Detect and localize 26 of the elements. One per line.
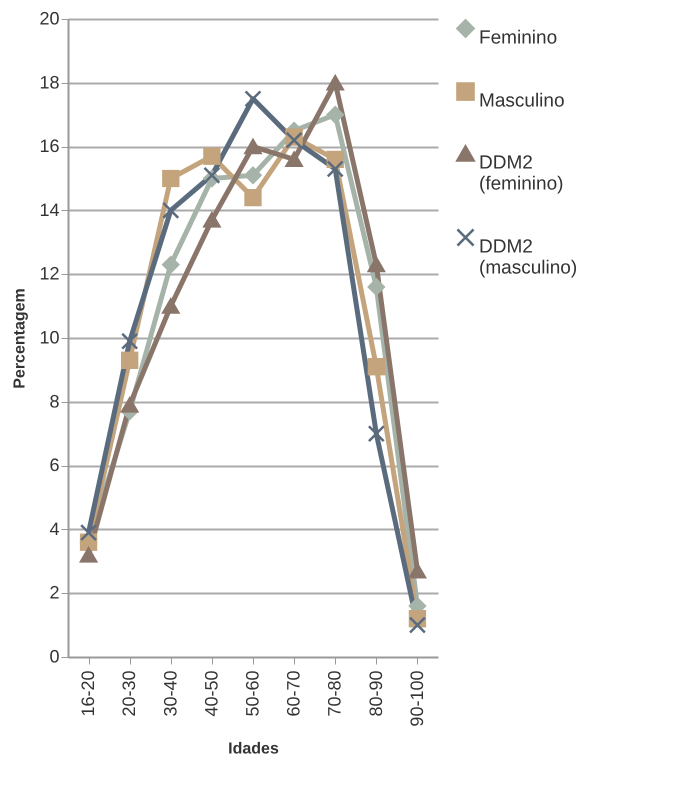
- y-tick-label: 6: [49, 455, 60, 476]
- y-tick-label: 14: [39, 200, 60, 220]
- x-tick-label: 60-70: [284, 670, 304, 717]
- x-tick-label: 40-50: [201, 670, 222, 717]
- y-tick-label: 4: [49, 518, 60, 539]
- y-tick-label: 18: [39, 72, 60, 92]
- x-tick-label: 50-60: [242, 670, 262, 717]
- legend-label: Feminino: [479, 28, 558, 48]
- y-tick-label: 0: [49, 646, 60, 666]
- y-tick-label: 12: [39, 264, 60, 284]
- y-tick-label: 8: [49, 391, 60, 412]
- x-tick-label: 70-80: [324, 670, 345, 717]
- legend-label: DDM2 (feminino): [479, 152, 564, 194]
- x-axis-title: Idades: [228, 740, 279, 758]
- x-tick-label: 20-30: [119, 670, 140, 717]
- y-tick-label: 16: [39, 136, 60, 156]
- y-tick-label: 20: [39, 8, 60, 28]
- x-tick-label: 16-20: [78, 670, 98, 717]
- x-tick-label: 80-90: [366, 670, 386, 717]
- x-tick-label: 30-40: [160, 670, 180, 717]
- y-axis-title: Percentagem: [11, 288, 28, 389]
- y-tick-label: 2: [49, 582, 60, 603]
- x-tick-label: 90-100: [406, 670, 427, 727]
- y-tick-label: 10: [39, 328, 60, 348]
- legend-label: Masculino: [479, 90, 565, 112]
- legend-label: DDM2 (masculino): [479, 236, 578, 278]
